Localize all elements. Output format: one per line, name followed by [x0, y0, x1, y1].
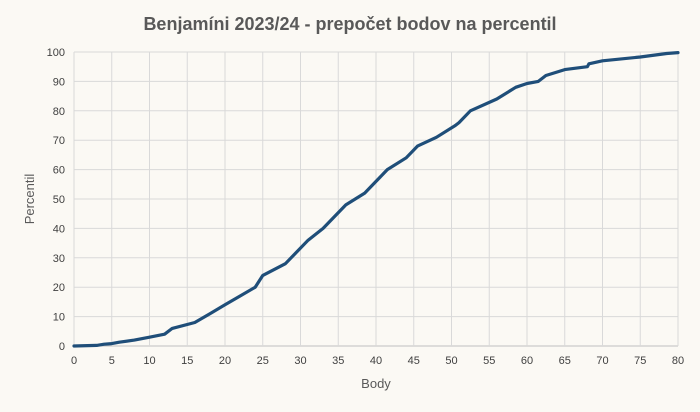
x-tick-label: 65 [559, 355, 571, 367]
x-tick-label: 25 [257, 355, 269, 367]
x-tick-label: 70 [596, 355, 608, 367]
x-tick-label: 60 [521, 355, 533, 367]
y-tick-label: 70 [53, 135, 65, 147]
x-tick-label: 50 [445, 355, 457, 367]
x-tick-label: 55 [483, 355, 495, 367]
series-layer [72, 51, 680, 348]
y-tick-label: 0 [59, 341, 65, 353]
percentile-series-line [72, 51, 680, 348]
x-tick-label: 30 [294, 355, 306, 367]
chart-title: Benjamíni 2023/24 - prepočet bodov na pe… [143, 14, 556, 34]
y-tick-label: 20 [53, 282, 65, 294]
x-tick-label: 10 [143, 355, 155, 367]
x-tick-label: 0 [71, 355, 77, 367]
x-tick-label: 75 [634, 355, 646, 367]
y-tick-label: 60 [53, 165, 65, 177]
y-tick-label: 80 [53, 106, 65, 118]
y-tick-label: 10 [53, 312, 65, 324]
y-axis-label: Percentil [22, 174, 37, 225]
y-tick-label: 100 [47, 47, 65, 59]
y-tick-label: 90 [53, 76, 65, 88]
y-tick-label: 30 [53, 253, 65, 265]
x-tick-label: 80 [672, 355, 684, 367]
tick-labels: 0 10 20 30 40 50 60 70 80 90 100 0 5 10 15 20 25 30 35 40 45… [47, 47, 684, 367]
gridlines [73, 51, 679, 347]
x-tick-label: 40 [370, 355, 382, 367]
x-tick-label: 20 [219, 355, 231, 367]
y-tick-label: 50 [53, 194, 65, 206]
x-axis-label: Body [361, 376, 391, 391]
x-tick-label: 15 [181, 355, 193, 367]
x-tick-label: 45 [408, 355, 420, 367]
x-tick-label: 5 [109, 355, 115, 367]
x-tick-label: 35 [332, 355, 344, 367]
y-tick-label: 40 [53, 223, 65, 235]
